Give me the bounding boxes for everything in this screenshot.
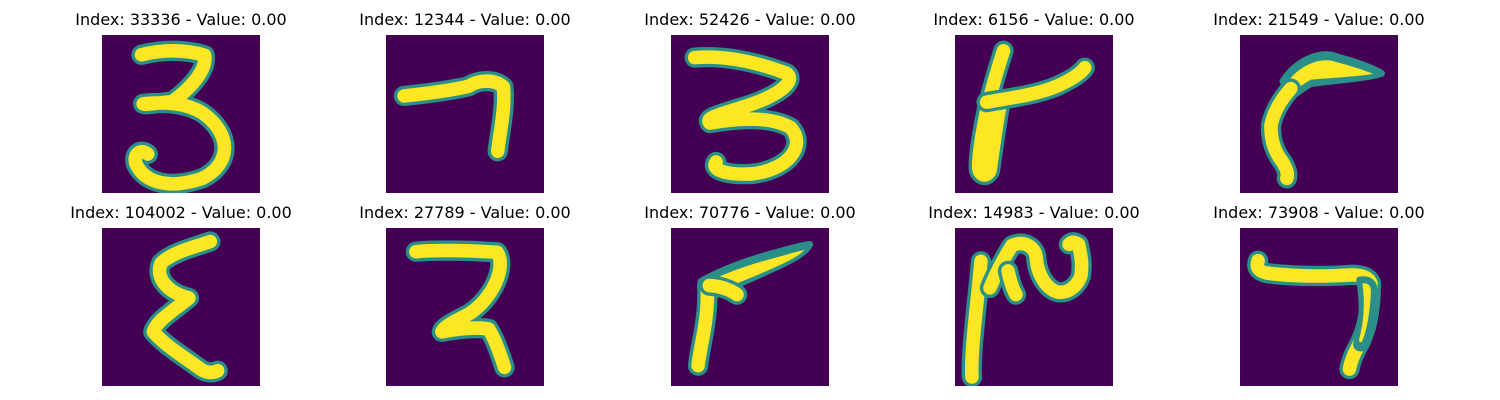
- digit-image-7-corner: [1240, 228, 1398, 386]
- panel-title: Index: 104002 - Value: 0.00: [70, 203, 292, 222]
- digit-image-hook-wide: [671, 228, 829, 386]
- digit-panel: Index: 21549 - Value: 0.00: [1177, 10, 1461, 200]
- handwritten-stroke: [143, 231, 228, 383]
- digit-panel: Index: 14983 - Value: 0.00: [892, 203, 1176, 393]
- digit-panel: Index: 33336 - Value: 0.00: [39, 10, 323, 200]
- handwritten-stroke: [687, 240, 814, 376]
- panel-title: Index: 33336 - Value: 0.00: [75, 10, 287, 29]
- handwritten-stroke: [393, 70, 514, 162]
- digit-image-3-angular: [386, 228, 544, 386]
- digit-panel: Index: 27789 - Value: 0.00: [323, 203, 607, 393]
- handwritten-stroke: [1260, 51, 1386, 189]
- handwritten-stroke: [405, 240, 515, 378]
- digit-image-7-hooked: [1240, 35, 1398, 193]
- digit-image-3-wide: [671, 35, 829, 193]
- digit-panel: Index: 6156 - Value: 0.00: [892, 10, 1176, 200]
- digit-panel: Index: 70776 - Value: 0.00: [608, 203, 892, 393]
- digit-panel: Index: 12344 - Value: 0.00: [323, 10, 607, 200]
- digit-image-4: [955, 35, 1113, 193]
- digit-panel: Index: 104002 - Value: 0.00: [39, 203, 323, 393]
- panel-title: Index: 21549 - Value: 0.00: [1213, 10, 1425, 29]
- panel-title: Index: 52426 - Value: 0.00: [644, 10, 856, 29]
- panel-title: Index: 73908 - Value: 0.00: [1213, 203, 1425, 222]
- panel-title: Index: 70776 - Value: 0.00: [644, 203, 856, 222]
- panel-title: Index: 6156 - Value: 0.00: [933, 10, 1135, 29]
- digit-image-wave: [955, 228, 1113, 386]
- digit-panel: Index: 73908 - Value: 0.00: [1177, 203, 1461, 393]
- handwritten-stroke: [1247, 250, 1382, 380]
- panel-title: Index: 14983 - Value: 0.00: [928, 203, 1140, 222]
- digit-image-3: [102, 35, 260, 193]
- handwritten-stroke: [125, 40, 235, 193]
- digit-image-3-reversed: [102, 228, 260, 386]
- handwritten-stroke: [968, 40, 1095, 186]
- handwritten-stroke: [684, 47, 807, 185]
- handwritten-stroke: [961, 232, 1092, 386]
- digit-panel: Index: 52426 - Value: 0.00: [608, 10, 892, 200]
- digit-image-7: [386, 35, 544, 193]
- panel-title: Index: 12344 - Value: 0.00: [359, 10, 571, 29]
- panel-title: Index: 27789 - Value: 0.00: [359, 203, 571, 222]
